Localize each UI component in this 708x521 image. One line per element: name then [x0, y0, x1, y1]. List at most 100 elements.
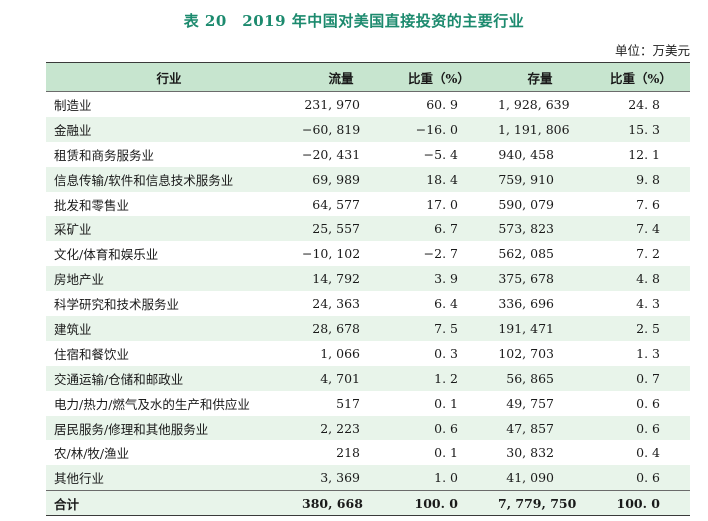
total-label: 合计 — [46, 490, 292, 517]
stock-cell: 562, 085 — [488, 241, 592, 267]
industry-cell: 批发和零售业 — [46, 191, 292, 217]
stock-cell: 336, 696 — [488, 291, 592, 317]
table-row: 其他行业 3, 369 1. 0 41, 090 0. 6 — [46, 465, 690, 491]
table-row: 金融业 −60, 819 −16. 0 1, 191, 806 15. 3 — [46, 116, 690, 142]
table-title: 表 20 2019 年中国对美国直接投资的主要行业 — [183, 12, 525, 30]
industry-cell: 信息传输/软件和信息技术服务业 — [46, 166, 292, 192]
flow-cell: −20, 431 — [292, 141, 390, 167]
header-stock-share: 比重（%） — [592, 62, 690, 92]
table-row: 租赁和商务服务业 −20, 431 −5. 4 940, 458 12. 1 — [46, 141, 690, 167]
flow-share-cell: 3. 9 — [390, 266, 488, 292]
flow-cell: 4, 701 — [292, 365, 390, 391]
industry-cell: 文化/体育和娱乐业 — [46, 241, 292, 267]
flow-share-cell: 0. 6 — [390, 415, 488, 441]
industry-table: 行业 流量 比重（%） 存量 比重（%） 制造业 231, 970 60. 9 1, … — [46, 62, 690, 517]
flow-share-cell: −16. 0 — [390, 116, 488, 142]
flow-share-cell: 17. 0 — [390, 191, 488, 217]
total-row: 合计 380, 668 100. 0 7, 779, 750 100. 0 — [46, 490, 690, 517]
flow-share-cell: 1. 2 — [390, 365, 488, 391]
flow-share-cell: 0. 3 — [390, 340, 488, 366]
table-row: 电力/热力/燃气及水的生产和供应业 517 0. 1 49, 757 0. 6 — [46, 390, 690, 416]
stock-share-cell: 9. 8 — [592, 166, 690, 192]
table-row: 批发和零售业 64, 577 17. 0 590, 079 7. 6 — [46, 191, 690, 217]
total-flow-share: 100. 0 — [390, 490, 488, 517]
stock-cell: 1, 191, 806 — [488, 116, 592, 142]
flow-share-cell: 6. 7 — [390, 216, 488, 242]
header-flow: 流量 — [292, 62, 390, 92]
stock-share-cell: 1. 3 — [592, 340, 690, 366]
industry-cell: 建筑业 — [46, 316, 292, 341]
table-row: 居民服务/修理和其他服务业 2, 223 0. 6 47, 857 0. 6 — [46, 415, 690, 441]
flow-share-cell: 6. 4 — [390, 291, 488, 317]
stock-cell: 49, 757 — [488, 390, 592, 416]
flow-share-cell: 7. 5 — [390, 316, 488, 341]
flow-cell: 25, 557 — [292, 216, 390, 242]
stock-share-cell: 7. 2 — [592, 241, 690, 267]
flow-share-cell: −2. 7 — [390, 241, 488, 267]
table-row: 房地产业 14, 792 3. 9 375, 678 4. 8 — [46, 266, 690, 292]
industry-cell: 住宿和餐饮业 — [46, 340, 292, 366]
stock-cell: 375, 678 — [488, 266, 592, 292]
stock-share-cell: 4. 3 — [592, 291, 690, 317]
header-industry: 行业 — [46, 62, 292, 92]
total-stock: 7, 779, 750 — [488, 490, 592, 517]
flow-cell: 24, 363 — [292, 291, 390, 317]
table-row: 采矿业 25, 557 6. 7 573, 823 7. 4 — [46, 216, 690, 242]
total-flow: 380, 668 — [292, 490, 390, 517]
industry-cell: 居民服务/修理和其他服务业 — [46, 415, 292, 441]
stock-share-cell: 0. 6 — [592, 465, 690, 491]
stock-share-cell: 7. 6 — [592, 191, 690, 217]
industry-cell: 农/林/牧/渔业 — [46, 440, 292, 466]
stock-cell: 759, 910 — [488, 166, 592, 192]
flow-cell: −60, 819 — [292, 116, 390, 142]
stock-share-cell: 0. 6 — [592, 415, 690, 441]
table-row: 住宿和餐饮业 1, 066 0. 3 102, 703 1. 3 — [46, 340, 690, 366]
flow-cell: 28, 678 — [292, 316, 390, 341]
industry-cell: 制造业 — [46, 91, 292, 117]
flow-share-cell: 0. 1 — [390, 390, 488, 416]
stock-cell: 41, 090 — [488, 465, 592, 491]
flow-cell: 14, 792 — [292, 266, 390, 292]
flow-cell: −10, 102 — [292, 241, 390, 267]
industry-cell: 科学研究和技术服务业 — [46, 291, 292, 317]
header-flow-share: 比重（%） — [390, 62, 488, 92]
stock-cell: 30, 832 — [488, 440, 592, 466]
stock-cell: 590, 079 — [488, 191, 592, 217]
stock-share-cell: 7. 4 — [592, 216, 690, 242]
total-stock-share: 100. 0 — [592, 490, 690, 517]
stock-share-cell: 0. 7 — [592, 365, 690, 391]
industry-cell: 电力/热力/燃气及水的生产和供应业 — [46, 390, 292, 416]
stock-share-cell: 12. 1 — [592, 141, 690, 167]
stock-cell: 56, 865 — [488, 365, 592, 391]
flow-cell: 1, 066 — [292, 340, 390, 366]
flow-share-cell: 60. 9 — [390, 91, 488, 117]
stock-cell: 191, 471 — [488, 316, 592, 341]
flow-cell: 231, 970 — [292, 91, 390, 117]
table-row: 制造业 231, 970 60. 9 1, 928, 639 24. 8 — [46, 91, 690, 117]
stock-share-cell: 15. 3 — [592, 116, 690, 142]
flow-cell: 517 — [292, 390, 390, 416]
flow-cell: 69, 989 — [292, 166, 390, 192]
stock-share-cell: 0. 6 — [592, 390, 690, 416]
stock-share-cell: 24. 8 — [592, 91, 690, 117]
flow-cell: 64, 577 — [292, 191, 390, 217]
flow-share-cell: −5. 4 — [390, 141, 488, 167]
table-row: 文化/体育和娱乐业 −10, 102 −2. 7 562, 085 7. 2 — [46, 241, 690, 267]
table-row: 科学研究和技术服务业 24, 363 6. 4 336, 696 4. 3 — [46, 291, 690, 317]
flow-cell: 2, 223 — [292, 415, 390, 441]
table-row: 交通运输/仓储和邮政业 4, 701 1. 2 56, 865 0. 7 — [46, 365, 690, 391]
table-row: 建筑业 28, 678 7. 5 191, 471 2. 5 — [46, 316, 690, 341]
header-stock: 存量 — [488, 62, 592, 92]
industry-cell: 租赁和商务服务业 — [46, 141, 292, 167]
industry-cell: 金融业 — [46, 116, 292, 142]
table-row: 信息传输/软件和信息技术服务业 69, 989 18. 4 759, 910 9. 8 — [46, 166, 690, 192]
industry-cell: 采矿业 — [46, 216, 292, 242]
stock-cell: 102, 703 — [488, 340, 592, 366]
industry-cell: 房地产业 — [46, 266, 292, 292]
stock-share-cell: 2. 5 — [592, 316, 690, 341]
flow-share-cell: 1. 0 — [390, 465, 488, 491]
flow-cell: 218 — [292, 440, 390, 466]
stock-cell: 940, 458 — [488, 141, 592, 167]
stock-share-cell: 4. 8 — [592, 266, 690, 292]
flow-share-cell: 18. 4 — [390, 166, 488, 192]
